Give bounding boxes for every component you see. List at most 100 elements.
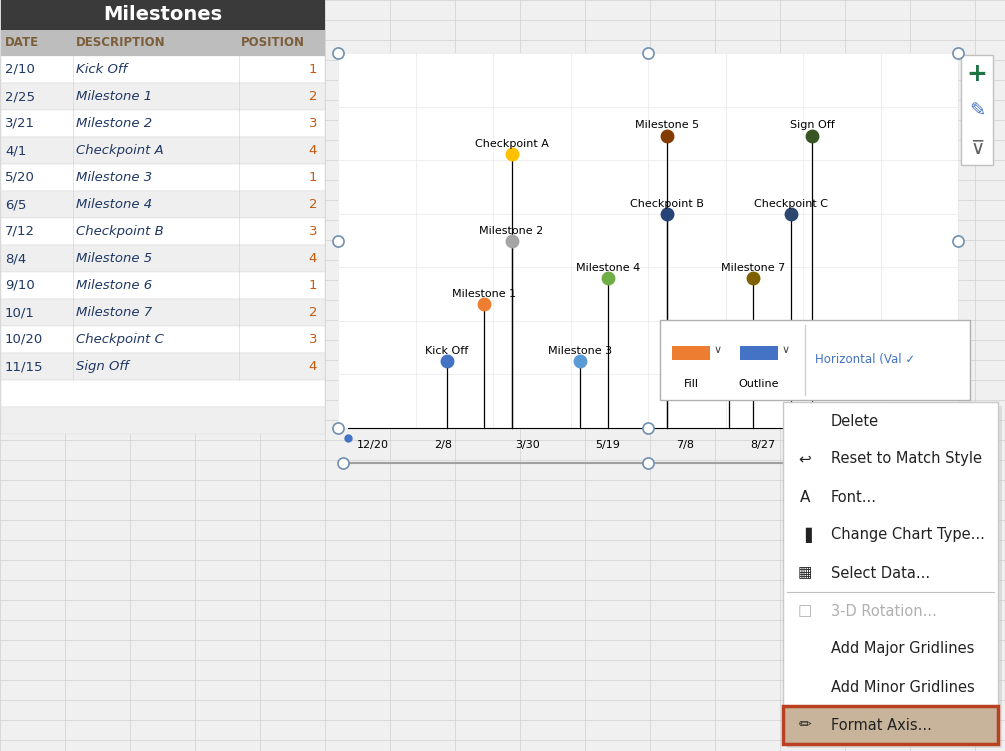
Bar [1,83,325,110]
Text: Milestone 4: Milestone 4 [576,263,640,273]
Bar [783,402,998,744]
Text: 6/5: 6/5 [5,198,26,211]
Text: □: □ [798,604,812,619]
Text: 4: 4 [309,144,317,157]
Bar [787,406,1002,748]
Text: ✎: ✎ [969,101,985,120]
Bar [1,137,325,164]
Bar [1,407,325,434]
Text: Milestone 7: Milestone 7 [722,263,786,273]
Bar [338,53,958,428]
Bar [1,326,325,353]
Text: +: + [967,62,988,86]
Bar [672,346,710,360]
Text: Checkpoint A: Checkpoint A [474,139,549,149]
Text: Milestone 5: Milestone 5 [76,252,152,265]
Bar [1,30,325,56]
Text: 3/21: 3/21 [5,117,35,130]
Text: DATE: DATE [5,37,39,50]
Bar [1,0,325,30]
Text: 4: 4 [309,252,317,265]
Text: Milestone 4: Milestone 4 [76,198,152,211]
Text: Checkpoint B: Checkpoint B [76,225,164,238]
Text: Sign Off: Sign Off [790,120,835,131]
Text: Milestone 6: Milestone 6 [76,279,152,292]
Text: Checkpoint C: Checkpoint C [76,333,164,346]
Text: 4: 4 [309,360,317,373]
Text: DESCRIPTION: DESCRIPTION [76,37,166,50]
Text: Kick Off: Kick Off [425,345,468,355]
Text: ↩: ↩ [799,451,811,466]
Text: Font...: Font... [831,490,877,505]
Text: Add Minor Gridlines: Add Minor Gridlines [831,680,975,695]
Text: 4/1: 4/1 [5,144,26,157]
Text: Milestone 3: Milestone 3 [548,345,612,355]
Text: POSITION: POSITION [241,37,305,50]
Text: 1: 1 [309,63,317,76]
Text: Horizontal (Val ✓: Horizontal (Val ✓ [815,354,916,366]
Text: 1: 1 [309,279,317,292]
Text: 8/4: 8/4 [5,252,26,265]
Text: 11/15: 11/15 [5,360,43,373]
Bar [1,380,325,407]
Text: ✏: ✏ [799,717,811,732]
Text: 2: 2 [309,198,317,211]
Text: Milestones: Milestones [104,5,222,25]
Text: 5/20: 5/20 [5,171,35,184]
Text: ∨: ∨ [714,345,723,355]
Text: 2/10: 2/10 [5,63,35,76]
Text: A: A [800,490,810,505]
Text: 7/12: 7/12 [5,225,35,238]
Bar [1,353,325,380]
Text: Reset to Match Style: Reset to Match Style [831,451,982,466]
Text: 3-D Rotation...: 3-D Rotation... [831,604,937,619]
Bar [961,55,993,165]
Text: Checkpoint B: Checkpoint B [630,199,704,210]
Bar [1,191,325,218]
Text: 5/19: 5/19 [595,440,620,450]
Bar [1,245,325,272]
Text: Format Axis...: Format Axis... [831,717,932,732]
Text: Milestone 6: Milestone 6 [696,345,761,355]
Text: ∨: ∨ [782,345,790,355]
Text: 1: 1 [309,171,317,184]
Text: 12/20: 12/20 [357,440,389,450]
Text: 2: 2 [309,90,317,103]
Bar [1,56,325,83]
Text: 2/25: 2/25 [5,90,35,103]
Text: Fill: Fill [683,379,698,389]
Text: 10/1: 10/1 [5,306,35,319]
Text: Milestone 7: Milestone 7 [76,306,152,319]
Text: Kick Off: Kick Off [76,63,127,76]
Bar [1,272,325,299]
Text: Milestone 1: Milestone 1 [76,90,152,103]
Text: 2/8: 2/8 [434,440,452,450]
Text: Milestone 1: Milestone 1 [451,289,516,299]
Text: 3: 3 [309,117,317,130]
Text: Add Major Gridlines: Add Major Gridlines [831,641,975,656]
Text: Outline: Outline [739,379,779,389]
Text: Sign Off: Sign Off [76,360,129,373]
Text: 10/20: 10/20 [5,333,43,346]
Bar [660,320,970,400]
Text: 2: 2 [309,306,317,319]
Text: Milestone 3: Milestone 3 [76,171,152,184]
Text: Select Data...: Select Data... [831,566,930,581]
Bar [783,706,998,744]
Bar [740,346,778,360]
Text: Change Chart Type...: Change Chart Type... [831,527,985,542]
Text: 3: 3 [309,225,317,238]
Text: Checkpoint C: Checkpoint C [754,199,827,210]
Text: Milestone 2: Milestone 2 [479,225,544,236]
Bar [1,218,325,245]
Bar [1,110,325,137]
Text: Milestone 5: Milestone 5 [634,120,698,131]
Text: 8/27: 8/27 [751,440,776,450]
Text: 9/10: 9/10 [5,279,35,292]
Text: Milestone 2: Milestone 2 [76,117,152,130]
Text: Checkpoint A: Checkpoint A [76,144,164,157]
Text: 3/30: 3/30 [515,440,540,450]
Bar [1,164,325,191]
Text: 3: 3 [309,333,317,346]
Text: Delete: Delete [831,414,879,429]
